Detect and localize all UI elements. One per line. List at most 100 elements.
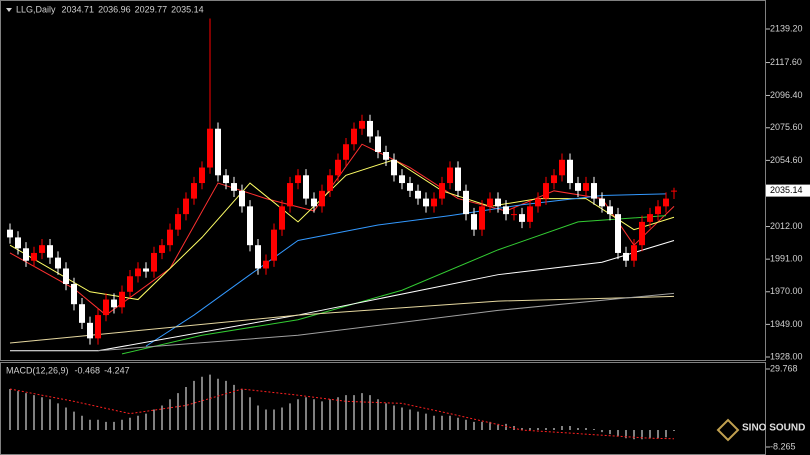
candle-body — [407, 183, 413, 191]
candle-body — [39, 245, 45, 253]
candle-body — [95, 315, 101, 339]
candle-body — [207, 128, 213, 168]
menu-triangle — [6, 8, 12, 12]
logo — [716, 418, 740, 442]
y-tick-label: -8.265 — [770, 441, 796, 451]
watermark: SINO SOUND — [742, 423, 805, 434]
main-frame — [0, 0, 766, 361]
candle-body — [359, 120, 365, 129]
y-tick-label: 29.768 — [770, 363, 798, 373]
candle-body — [103, 299, 109, 316]
candle-body — [567, 159, 573, 184]
candle-body — [55, 257, 61, 269]
candle-body — [287, 183, 293, 207]
candle-body — [663, 198, 669, 207]
y-tick-label: 1949.00 — [770, 319, 803, 329]
candle-body — [423, 198, 429, 207]
candle-body — [623, 252, 629, 261]
candle-body — [343, 144, 349, 160]
candle-body — [415, 190, 421, 199]
candle-body — [199, 167, 205, 184]
candle-body — [527, 206, 533, 222]
candle-body — [191, 183, 197, 199]
candle-body — [599, 198, 605, 207]
header-value: -0.468 — [75, 365, 101, 375]
candle-body — [63, 268, 69, 285]
y-tick-label: 1991.00 — [770, 254, 803, 264]
candle-body — [383, 152, 389, 160]
candle-body — [247, 206, 253, 246]
candle-body — [591, 183, 597, 199]
candle-body — [311, 198, 317, 207]
candle-body — [463, 190, 469, 215]
moving-average — [121, 215, 667, 355]
candle-body — [439, 183, 445, 199]
candle-body — [375, 136, 381, 152]
signal-line — [9, 388, 675, 440]
moving-average — [9, 143, 675, 316]
candle-body — [583, 183, 589, 191]
candle-body — [239, 190, 245, 207]
candle-body — [327, 175, 333, 191]
y-tick-label: 1928.00 — [770, 351, 803, 361]
candle-body — [87, 322, 93, 339]
header-value: 2029.77 — [135, 4, 168, 14]
candle-body — [295, 175, 301, 184]
candle-body — [391, 159, 397, 176]
candle-body — [111, 299, 117, 308]
header-value: 2035.14 — [171, 4, 204, 14]
candle-body — [535, 198, 541, 207]
y-tick-label: 2117.60 — [770, 57, 802, 67]
candle-body — [119, 291, 125, 308]
y-tick-label: 2075.60 — [770, 122, 803, 132]
candle-body — [303, 175, 309, 199]
candle-body — [519, 214, 525, 222]
candle-body — [511, 214, 517, 216]
candle-body — [319, 190, 325, 207]
macd-frame — [0, 362, 766, 455]
header-value: 2036.96 — [98, 4, 131, 14]
candle-body — [487, 198, 493, 207]
candle-body — [223, 175, 229, 184]
candle-body — [255, 245, 261, 269]
candle-body — [607, 206, 613, 215]
candle-body — [551, 175, 557, 184]
candle-body — [575, 183, 581, 191]
moving-average — [9, 295, 675, 344]
candle-body — [503, 206, 509, 215]
candle-body — [351, 128, 357, 145]
candle-body — [231, 183, 237, 191]
panel-title: MACD(12,26,9) — [6, 365, 69, 375]
candle-body — [143, 268, 149, 272]
candle-body — [127, 276, 133, 292]
candle-body — [175, 214, 181, 230]
candle-body — [639, 221, 645, 246]
candle-body — [15, 237, 21, 249]
candle-body — [23, 248, 29, 261]
candle-body — [47, 245, 53, 258]
panel-title: LLG,Daily — [16, 4, 56, 14]
candle-body — [263, 260, 269, 269]
y-tick-label: 1970.00 — [770, 286, 803, 296]
candle-body — [335, 159, 341, 176]
candle-body — [135, 268, 141, 277]
candle-body — [159, 245, 165, 253]
candle-body — [279, 206, 285, 230]
candle-body — [31, 252, 37, 261]
candle-body — [455, 167, 461, 191]
header-value: -4.247 — [104, 365, 130, 375]
y-tick-label: 2054.60 — [770, 155, 803, 165]
y-tick-label: 2012.00 — [770, 221, 803, 231]
header-value: 2034.71 — [62, 4, 95, 14]
candle-body — [271, 229, 277, 261]
candle-body — [7, 229, 13, 238]
candle-body — [71, 284, 77, 305]
candle-body — [671, 190, 677, 192]
moving-average — [10, 240, 675, 352]
moving-average — [9, 159, 675, 301]
candle-body — [615, 214, 621, 253]
candle-body — [399, 175, 405, 184]
candle-body — [471, 214, 477, 230]
